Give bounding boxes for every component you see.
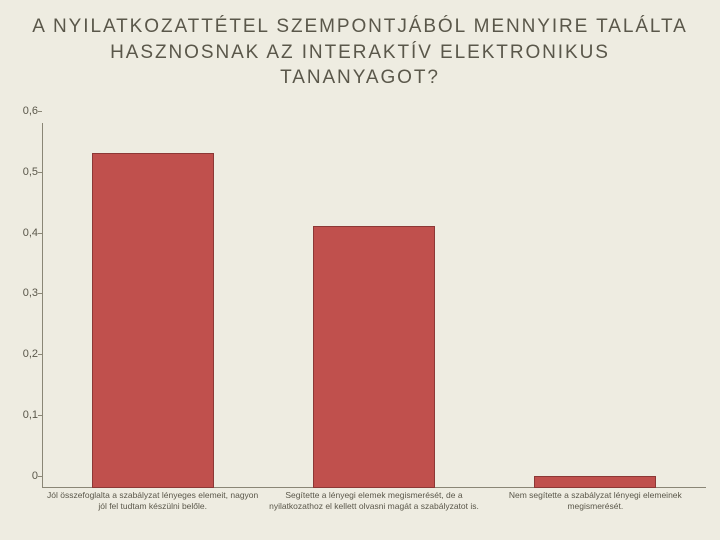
plot-box: 00,10,20,30,40,50,6 Jól összefoglalta a …: [8, 119, 712, 536]
y-tick-label: 0,3: [8, 287, 38, 299]
y-tick-label: 0,5: [8, 166, 38, 178]
slide-root: A NYILATKOZATTÉTEL SZEMPONTJÁBÓL MENNYIR…: [0, 0, 720, 540]
category-label: Segítette a lényegi elemek megismerését,…: [263, 490, 484, 534]
chart-area: 00,10,20,30,40,50,6 Jól összefoglalta a …: [0, 107, 720, 540]
category-labels: Jól összefoglalta a szabályzat lényeges …: [42, 490, 706, 534]
y-tick-label: 0: [8, 470, 38, 482]
y-tick-label: 0,4: [8, 227, 38, 239]
bars-container: [42, 123, 706, 488]
title-bar: A NYILATKOZATTÉTEL SZEMPONTJÁBÓL MENNYIR…: [0, 0, 720, 107]
category-label: Jól összefoglalta a szabályzat lényeges …: [42, 490, 263, 534]
y-tick-label: 0,2: [8, 348, 38, 360]
bar-slot: [263, 123, 484, 488]
category-label: Nem segítette a szabályzat lényegi eleme…: [485, 490, 706, 534]
bar: [534, 476, 656, 488]
slide-title: A NYILATKOZATTÉTEL SZEMPONTJÁBÓL MENNYIR…: [30, 14, 690, 91]
bar-slot: [485, 123, 706, 488]
bar: [313, 226, 435, 488]
y-tick-label: 0,1: [8, 409, 38, 421]
bar-slot: [42, 123, 263, 488]
y-tick-label: 0,6: [8, 105, 38, 117]
bar: [92, 153, 214, 488]
plot-area: 00,10,20,30,40,50,6: [42, 123, 706, 488]
